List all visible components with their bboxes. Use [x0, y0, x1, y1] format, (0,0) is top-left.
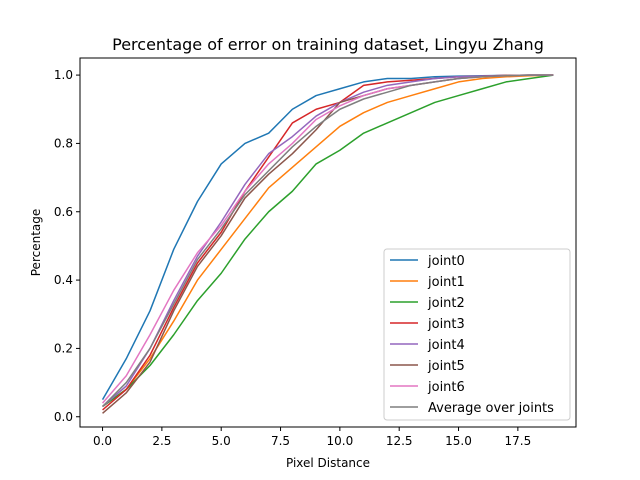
x-axis-label: Pixel Distance	[286, 456, 370, 470]
series-line-4	[102, 74, 554, 408]
series-line-2	[102, 74, 554, 408]
x-tick-label: 0.0	[93, 434, 112, 448]
legend-box	[383, 248, 571, 421]
x-tick-label: 2.5	[152, 434, 171, 448]
y-tick-label: 0.2	[54, 341, 73, 355]
legend-label-6: joint6	[427, 380, 465, 395]
legend-label-0: joint0	[427, 254, 465, 269]
y-tick-label: 0.0	[54, 410, 73, 424]
y-axis-ticks: 0.0 0.2 0.4 0.6 0.8 1.0	[54, 68, 80, 424]
y-tick-label: 0.4	[54, 273, 73, 287]
legend-label-4: joint4	[427, 338, 465, 353]
x-tick-label: 15.0	[445, 434, 472, 448]
legend-label-7: Average over joints	[428, 401, 554, 416]
y-tick-label: 0.6	[54, 205, 73, 219]
legend: joint0 joint1 joint2 joint3 joint4 joint5 join…	[383, 248, 571, 421]
y-tick-label: 0.8	[54, 136, 73, 150]
series-line-1	[102, 74, 554, 408]
x-tick-label: 5.0	[212, 434, 231, 448]
legend-label-3: joint3	[427, 317, 465, 332]
series-layer	[101, 74, 554, 414]
y-axis-label: Percentage	[29, 209, 43, 277]
chart-title: Percentage of error on training dataset,…	[112, 35, 544, 54]
legend-label-5: joint5	[427, 359, 465, 374]
legend-label-1: joint1	[427, 275, 465, 290]
x-tick-label: 7.5	[271, 434, 290, 448]
legend-items: joint0 joint1 joint2 joint3 joint4 joint5 join…	[390, 254, 554, 416]
plot-frame	[79, 57, 577, 428]
x-axis-ticks: 0.0 2.5 5.0 7.5 10.0 12.5 15.0 17.5	[93, 427, 531, 448]
series-line-7	[102, 74, 554, 408]
y-tick-label: 1.0	[54, 68, 73, 82]
x-tick-label: 17.5	[504, 434, 531, 448]
x-tick-label: 12.5	[386, 434, 413, 448]
x-tick-label: 10.0	[327, 434, 354, 448]
legend-label-2: joint2	[427, 296, 465, 311]
